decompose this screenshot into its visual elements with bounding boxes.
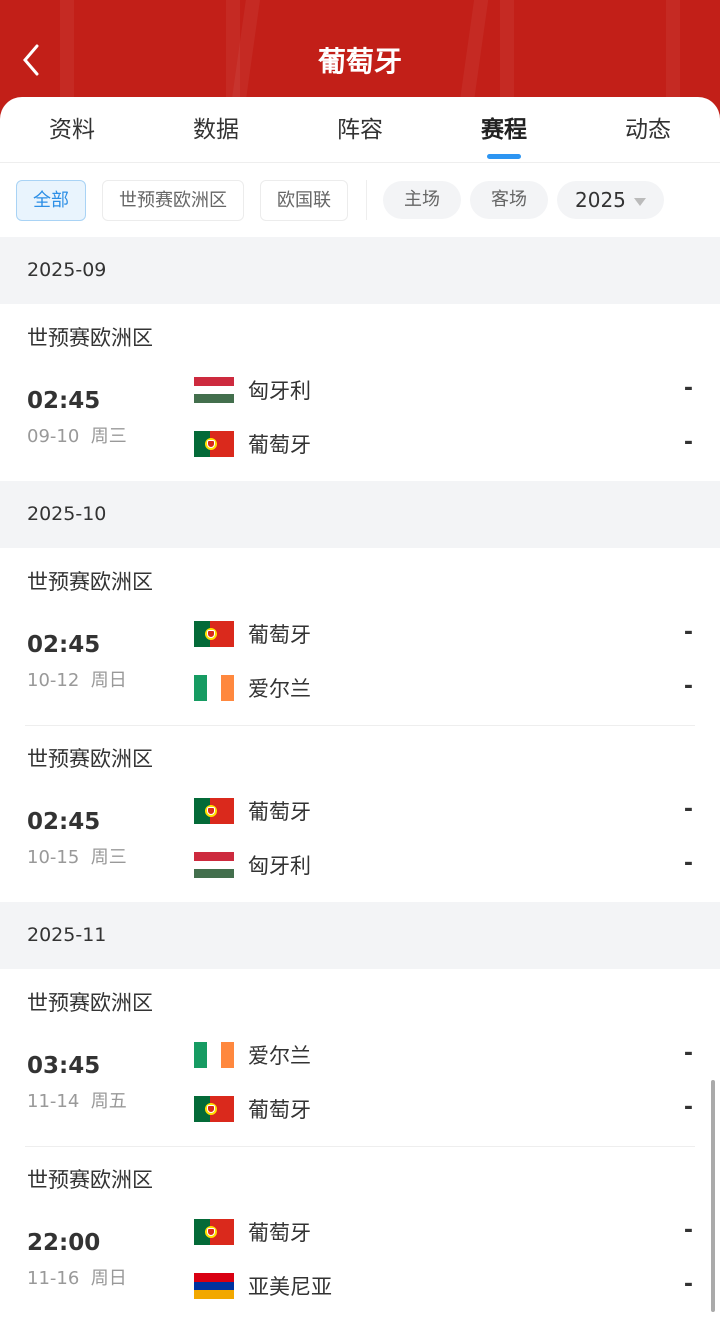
year-value: 2025 xyxy=(575,188,626,212)
kickoff-time: 22:00 xyxy=(27,1230,101,1256)
away-score: - xyxy=(683,1272,693,1297)
armenia-flag-icon xyxy=(194,1273,234,1299)
match-date: 11-14 周五 xyxy=(27,1091,127,1112)
home-score: - xyxy=(683,620,693,645)
filter-wcq-europe[interactable]: 世预赛欧洲区 xyxy=(102,179,244,221)
league-name: 世预赛欧洲区 xyxy=(27,326,153,350)
kickoff-time: 02:45 xyxy=(27,632,101,658)
match-date: 10-15 周三 xyxy=(27,847,127,868)
tab-3[interactable]: 赛程 xyxy=(432,97,576,162)
league-name: 世预赛欧洲区 xyxy=(27,1168,153,1192)
team-name: 葡萄牙 xyxy=(248,1221,311,1245)
tab-0[interactable]: 资料 xyxy=(49,117,95,143)
home-team: 葡萄牙 xyxy=(194,796,311,826)
filter-home[interactable]: 主场 xyxy=(383,181,461,219)
match-date: 09-10 周三 xyxy=(27,426,127,447)
home-team: 爱尔兰 xyxy=(194,1040,311,1070)
kickoff-time: 03:45 xyxy=(27,1053,101,1079)
hungary-flag-icon xyxy=(194,377,234,403)
portugal-flag-icon xyxy=(194,1096,234,1122)
match-date: 10-12 周日 xyxy=(27,670,127,691)
league-name: 世预赛欧洲区 xyxy=(27,747,153,771)
match-date: 11-16 周日 xyxy=(27,1268,127,1289)
divider xyxy=(366,180,367,220)
month-header: 2025-10 xyxy=(0,481,720,548)
away-team: 爱尔兰 xyxy=(194,673,311,703)
away-score: - xyxy=(683,851,693,876)
year-select[interactable]: 2025 xyxy=(557,181,664,219)
home-score: - xyxy=(683,797,693,822)
ireland-flag-icon xyxy=(194,675,234,701)
team-name: 匈牙利 xyxy=(248,379,311,403)
match-row[interactable]: 世预赛欧洲区 02:45 10-12 周日 葡萄牙 爱尔兰 - - xyxy=(0,548,720,725)
match-row[interactable]: 世预赛欧洲区 03:45 11-14 周五 爱尔兰 葡萄牙 - - xyxy=(0,969,720,1146)
match-row[interactable]: 世预赛欧洲区 02:45 09-10 周三 匈牙利 葡萄牙 - - xyxy=(0,304,720,481)
league-name: 世预赛欧洲区 xyxy=(27,570,153,594)
page-title: 葡萄牙 xyxy=(317,45,402,78)
match-row[interactable]: 世预赛欧洲区 22:00 11-16 周日 葡萄牙 亚美尼亚 - - xyxy=(0,1146,720,1323)
away-score: - xyxy=(683,674,693,699)
month-header: 2025-11 xyxy=(0,902,720,969)
filter-all[interactable]: 全部 xyxy=(16,179,86,221)
team-name: 葡萄牙 xyxy=(248,433,311,457)
filter-away[interactable]: 客场 xyxy=(470,181,548,219)
match-row[interactable]: 世预赛欧洲区 02:45 10-15 周三 葡萄牙 匈牙利 - - xyxy=(0,725,720,902)
portugal-flag-icon xyxy=(194,431,234,457)
tab-4[interactable]: 动态 xyxy=(625,117,671,143)
ireland-flag-icon xyxy=(194,1042,234,1068)
away-team: 葡萄牙 xyxy=(194,429,311,459)
tab-bar: 资料 数据 阵容 赛程 动态 xyxy=(0,97,720,163)
kickoff-time: 02:45 xyxy=(27,809,101,835)
home-team: 匈牙利 xyxy=(194,375,311,405)
team-name: 匈牙利 xyxy=(248,854,311,878)
home-score: - xyxy=(683,1041,693,1066)
portugal-flag-icon xyxy=(194,1219,234,1245)
chevron-left-icon[interactable] xyxy=(18,42,48,78)
team-name: 爱尔兰 xyxy=(248,677,311,701)
home-score: - xyxy=(683,376,693,401)
home-score: - xyxy=(683,1218,693,1243)
schedule-list: 2025-09 世预赛欧洲区 02:45 09-10 周三 匈牙利 葡萄牙 - … xyxy=(0,237,720,1323)
filter-nations-league[interactable]: 欧国联 xyxy=(260,179,348,221)
caret-down-icon xyxy=(633,197,646,206)
hungary-flag-icon xyxy=(194,852,234,878)
team-name: 葡萄牙 xyxy=(248,800,311,824)
filter-bar: 全部 世预赛欧洲区 欧国联 主场 客场 2025 xyxy=(0,163,720,237)
away-team: 葡萄牙 xyxy=(194,1094,311,1124)
portugal-flag-icon xyxy=(194,621,234,647)
content-card: 资料 数据 阵容 赛程 动态 全部 世预赛欧洲区 欧国联 主场 客场 2025 2025… xyxy=(0,97,720,1318)
team-name: 爱尔兰 xyxy=(248,1044,311,1068)
scrollbar[interactable] xyxy=(711,1080,715,1312)
team-name: 亚美尼亚 xyxy=(248,1275,332,1299)
kickoff-time: 02:45 xyxy=(27,388,101,414)
away-team: 亚美尼亚 xyxy=(194,1271,332,1301)
tab-2[interactable]: 阵容 xyxy=(337,117,383,143)
home-team: 葡萄牙 xyxy=(194,1217,311,1247)
league-name: 世预赛欧洲区 xyxy=(27,991,153,1015)
team-name: 葡萄牙 xyxy=(248,1098,311,1122)
tab-1[interactable]: 数据 xyxy=(193,117,239,143)
away-score: - xyxy=(683,430,693,455)
home-team: 葡萄牙 xyxy=(194,619,311,649)
away-team: 匈牙利 xyxy=(194,850,311,880)
team-name: 葡萄牙 xyxy=(248,623,311,647)
month-header: 2025-09 xyxy=(0,237,720,304)
away-score: - xyxy=(683,1095,693,1120)
portugal-flag-icon xyxy=(194,798,234,824)
